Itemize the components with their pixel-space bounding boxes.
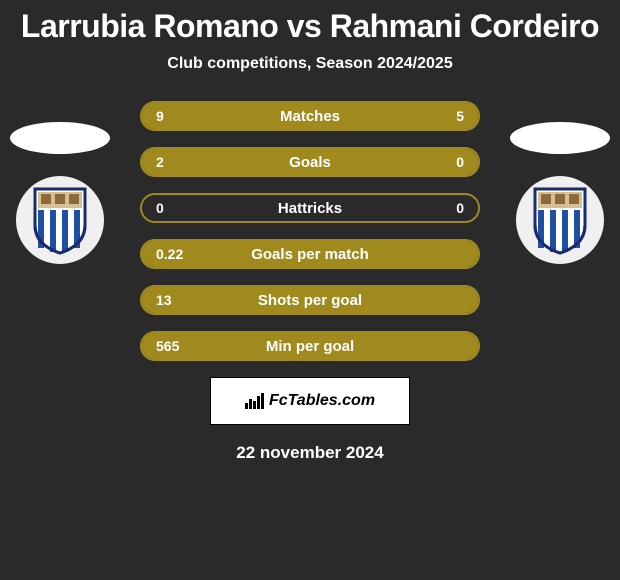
- stat-value-left: 0.22: [156, 246, 183, 262]
- brand-text: FcTables.com: [269, 392, 375, 410]
- stat-label: Goals: [289, 154, 331, 171]
- player-avatar-right: [510, 122, 610, 154]
- stat-row: 13 Shots per goal: [140, 285, 480, 315]
- stat-row: 2 Goals 0: [140, 147, 480, 177]
- comparison-date: 22 november 2024: [0, 443, 620, 463]
- club-badge-left: [16, 176, 104, 264]
- stat-row: 565 Min per goal: [140, 331, 480, 361]
- stat-label: Shots per goal: [258, 292, 362, 309]
- stat-label: Hattricks: [278, 200, 342, 217]
- stat-value-left: 2: [156, 154, 164, 170]
- stat-row: 9 Matches 5: [140, 101, 480, 131]
- bars-icon: [245, 393, 265, 409]
- stat-fill-right: [404, 149, 478, 175]
- shield-icon: [531, 185, 589, 255]
- stat-value-left: 9: [156, 108, 164, 124]
- club-badge-right: [516, 176, 604, 264]
- shield-icon: [31, 185, 89, 255]
- stats-list: 9 Matches 5 2 Goals 0 0 Hattricks 0 0.22 Goals per…: [140, 101, 480, 361]
- stat-value-left: 0: [156, 200, 164, 216]
- stat-fill-left: [142, 149, 404, 175]
- stat-value-right: 0: [456, 200, 464, 216]
- brand-logo: FcTables.com: [245, 392, 375, 410]
- footer-brand-box: FcTables.com: [210, 377, 410, 425]
- stat-value-left: 565: [156, 338, 179, 354]
- comparison-title: Larrubia Romano vs Rahmani Cordeiro: [0, 8, 620, 45]
- stat-value-right: 0: [456, 154, 464, 170]
- player-avatar-left: [10, 122, 110, 154]
- comparison-subtitle: Club competitions, Season 2024/2025: [0, 55, 620, 73]
- stat-label: Min per goal: [266, 338, 354, 355]
- stat-row: 0 Hattricks 0: [140, 193, 480, 223]
- stat-label: Goals per match: [251, 246, 369, 263]
- stat-row: 0.22 Goals per match: [140, 239, 480, 269]
- stat-value-right: 5: [456, 108, 464, 124]
- stat-value-left: 13: [156, 292, 172, 308]
- stat-label: Matches: [280, 108, 340, 125]
